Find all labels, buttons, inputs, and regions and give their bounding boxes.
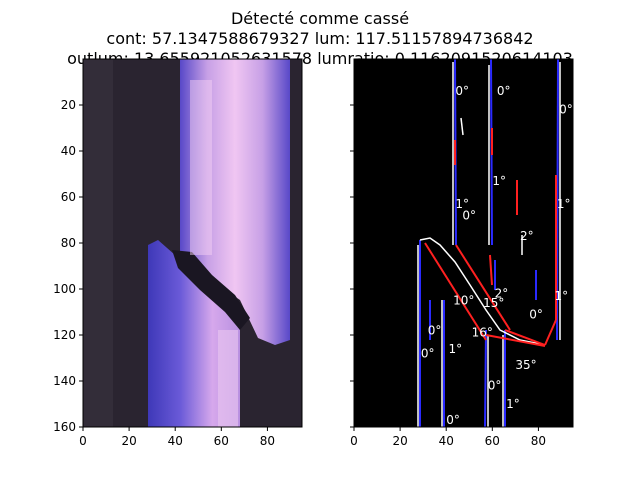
y-tick-label: 160 (53, 420, 76, 434)
x-tick-label: 0 (350, 434, 358, 448)
angle-label: 0° (421, 346, 435, 360)
angle-label: 35° (515, 358, 536, 372)
angle-label: 0° (497, 84, 511, 98)
angle-label: 1° (506, 397, 520, 411)
y-tick-label: 20 (61, 98, 76, 112)
angle-labels: 0° 0°0°1°1°0°1°2°10° 15°2°0°1°0°0° 1°16°35°… (421, 84, 573, 427)
title-line-1: Détecté comme cassé (231, 9, 409, 28)
blue-edge-lines (419, 59, 559, 427)
angle-label: 1° (557, 197, 571, 211)
angle-label: 1° (455, 197, 469, 211)
x-tick-label: 60 (214, 434, 229, 448)
white-edge-pixels (417, 62, 561, 427)
right-axis-ticks: 0 20 40 60 80 (350, 104, 546, 448)
angle-label: 10° (453, 294, 474, 308)
angle-label: 0° (559, 103, 573, 117)
y-tick-label: 100 (53, 282, 76, 296)
angle-label: 0° (488, 379, 502, 393)
x-tick-label: 80 (531, 434, 546, 448)
angle-label: 16° (472, 326, 493, 340)
angle-label: 2° (495, 287, 509, 301)
x-tick-label: 20 (392, 434, 407, 448)
angle-label: 0° (455, 84, 469, 98)
x-tick-label: 40 (439, 434, 454, 448)
angle-label: 1° (555, 289, 569, 303)
angle-label: 15° (483, 296, 504, 310)
y-tick-label: 60 (61, 190, 76, 204)
angle-label: 1° (492, 174, 506, 188)
right-image-panel: 0° 0°0°1°1°0°1°2°10° 15°2°0°1°0°0° 1°16°35°… (354, 59, 573, 427)
angle-label: 0° (462, 208, 476, 222)
left-axis-ticks: 0 20 40 60 80 20 40 60 80 100 120 140 160 (53, 98, 275, 448)
title-line-2: cont: 57.1347588679327 lum: 117.51157894… (106, 29, 533, 48)
x-tick-label: 20 (121, 434, 136, 448)
angle-label: 2° (520, 229, 534, 243)
angle-label: 0° (446, 413, 460, 427)
y-tick-label: 140 (53, 374, 76, 388)
y-tick-label: 120 (53, 328, 76, 342)
red-fit-lines (424, 128, 557, 347)
y-tick-label: 40 (61, 144, 76, 158)
left-image-panel (83, 59, 302, 427)
x-tick-label: 40 (168, 434, 183, 448)
y-tick-label: 80 (61, 236, 76, 250)
angle-label: 0° (529, 307, 543, 321)
angle-label: 0° (428, 323, 442, 337)
angle-label: 1° (449, 342, 463, 356)
x-tick-label: 0 (79, 434, 87, 448)
x-tick-label: 80 (260, 434, 275, 448)
x-tick-label: 60 (485, 434, 500, 448)
